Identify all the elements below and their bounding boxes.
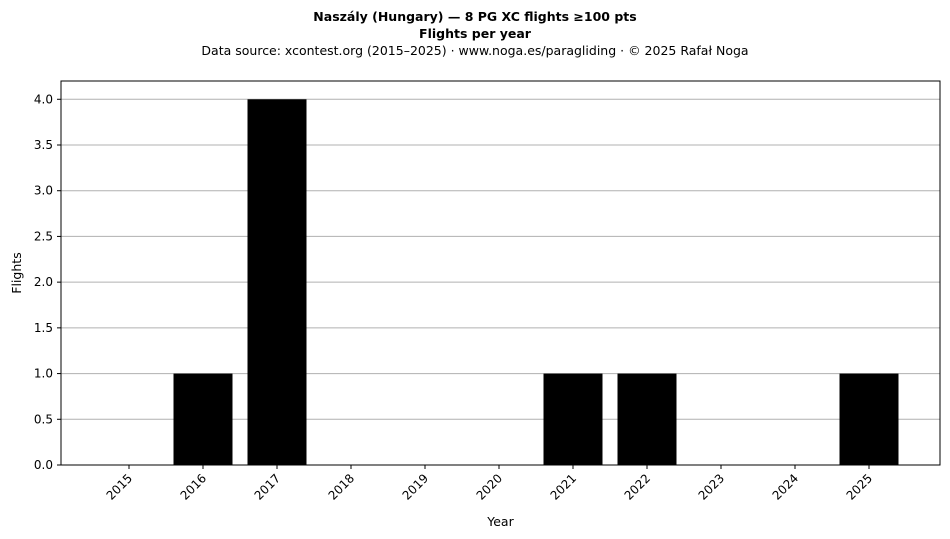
x-tick-label: 2023	[696, 471, 727, 502]
bar-2025	[839, 373, 899, 465]
y-tick-label: 2.5	[34, 229, 53, 243]
y-tick-label: 3.0	[34, 184, 53, 198]
x-tick-label: 2019	[400, 471, 431, 502]
x-tick-label: 2024	[770, 471, 801, 502]
x-axis-label: Year	[486, 514, 514, 529]
y-axis-label: Flights	[9, 252, 24, 293]
chart-titles: Naszály (Hungary) — 8 PG XC flights ≥100…	[0, 8, 950, 59]
x-tick-label: 2025	[844, 471, 875, 502]
x-tick-label: 2022	[622, 471, 653, 502]
x-tick-label: 2015	[104, 471, 135, 502]
x-axis: 2015 2016 2017 2018 2019 2020 2021 2022 2023 2024…	[104, 465, 875, 503]
chart-title: Naszály (Hungary) — 8 PG XC flights ≥100…	[313, 9, 637, 24]
x-tick-label: 2021	[548, 471, 579, 502]
y-tick-label: 1.0	[34, 367, 53, 381]
bar-2022	[617, 373, 677, 465]
y-tick-label: 4.0	[34, 92, 53, 106]
bar-2017	[247, 99, 307, 466]
y-tick-label: 2.0	[34, 275, 53, 289]
x-tick-label: 2018	[326, 471, 357, 502]
y-tick-label: 0.0	[34, 458, 53, 472]
y-tick-label: 0.5	[34, 412, 53, 426]
plot-frame	[60, 80, 941, 466]
bars	[173, 99, 899, 466]
y-axis: 0.0 0.5 1.0 1.5 2.0 2.5 3.0 3.5 4.0	[34, 92, 61, 472]
bar-2021	[543, 373, 603, 465]
y-tick-label: 3.5	[34, 138, 53, 152]
chart-subtitle: Flights per year	[419, 26, 531, 41]
bar-2016	[173, 373, 233, 465]
x-tick-label: 2016	[178, 471, 209, 502]
chart-source-line: Data source: xcontest.org (2015–2025) · …	[201, 43, 749, 58]
x-tick-label: 2020	[474, 471, 505, 502]
y-tick-label: 1.5	[34, 321, 53, 335]
x-tick-label: 2017	[252, 471, 283, 502]
